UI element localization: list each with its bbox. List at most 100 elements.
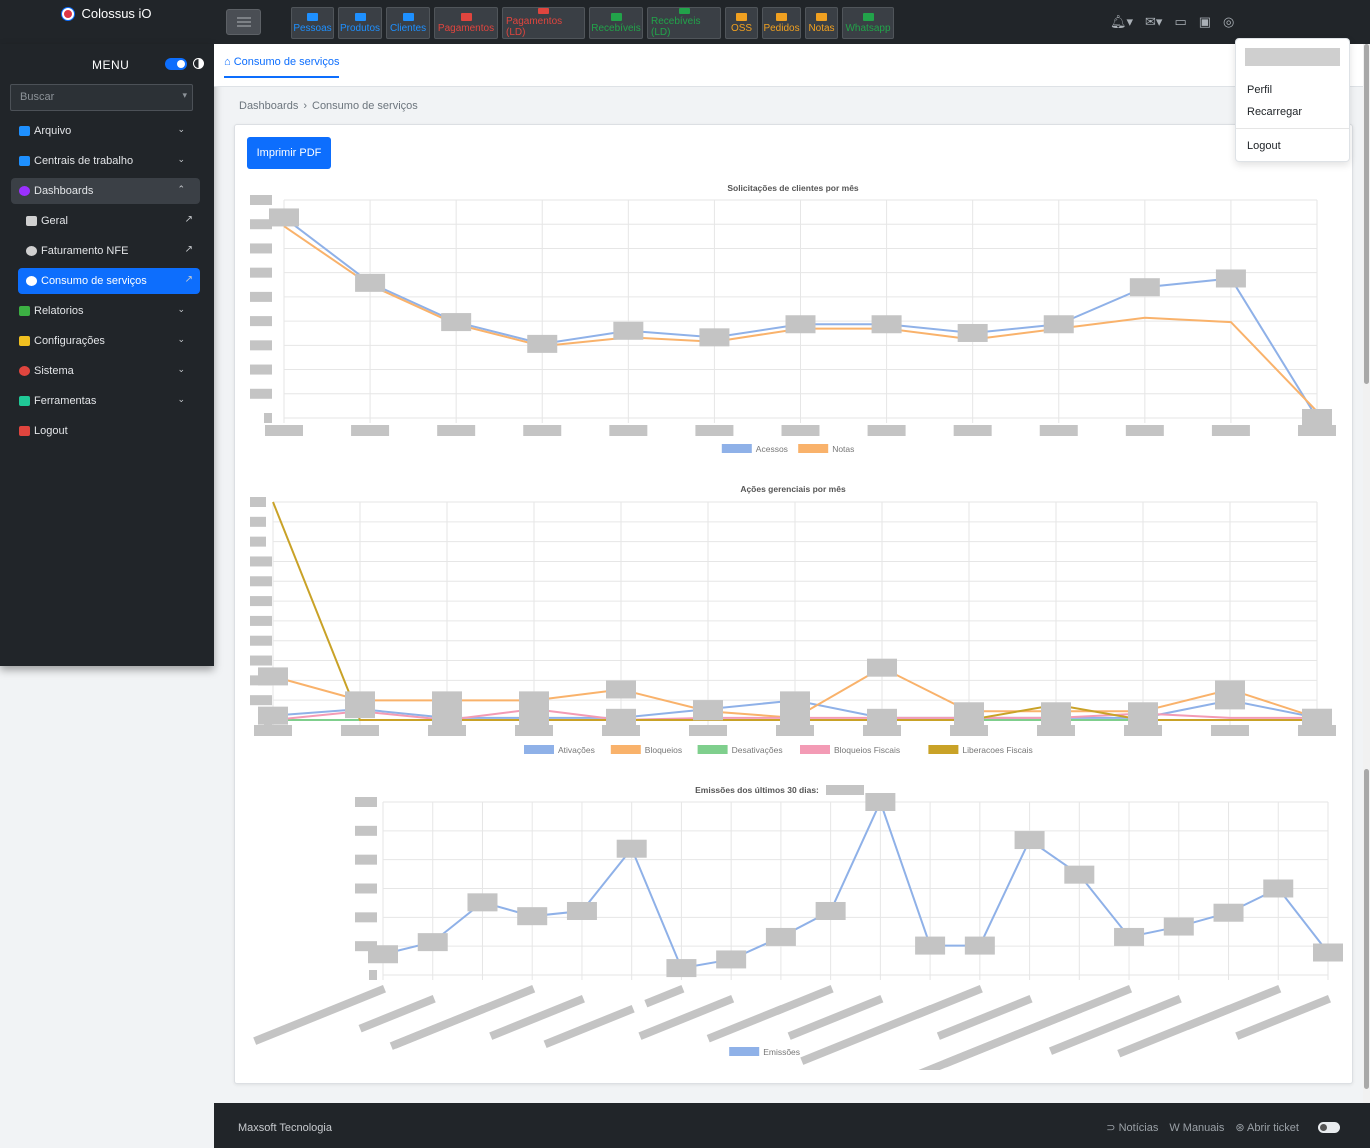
legend-label[interactable]: Emissões: [763, 1047, 800, 1057]
shortcut-pagamentos-ld[interactable]: Pagamentos (LD): [502, 7, 585, 39]
legend-swatch[interactable]: [798, 444, 829, 453]
shortcut-icon: [538, 8, 549, 14]
x-tick-label-redacted: [706, 1004, 784, 1043]
legend-swatch[interactable]: [721, 444, 752, 453]
shortcut-icon: [736, 12, 747, 21]
shortcut-icon: [354, 12, 366, 21]
legend-swatch[interactable]: [524, 745, 554, 754]
sidebar-item-relatorios[interactable]: Relatorios ⌄: [11, 298, 200, 324]
building-icon: [19, 156, 30, 166]
data-label-redacted: [716, 950, 747, 969]
tab-consumo-de-servicos[interactable]: ⌂ Consumo de serviços: [224, 56, 340, 78]
reload-menu-item[interactable]: Recarregar: [1247, 106, 1303, 118]
shortcut-receb-veis-ld[interactable]: Recebíveis (LD): [647, 7, 721, 39]
sidebar-item-ferramentas[interactable]: Ferramentas ⌄: [11, 388, 200, 414]
tab-label: Consumo de serviços: [233, 56, 340, 68]
theme-contrast-icon[interactable]: [193, 58, 204, 69]
brand[interactable]: Colossus iO: [0, 0, 214, 44]
sidebar-item-arquivo[interactable]: Arquivo ⌄: [11, 118, 200, 144]
data-label-redacted: [785, 315, 816, 334]
bell-icon[interactable]: 🔔︎▾: [1110, 14, 1134, 29]
shortcut-whatsapp[interactable]: Whatsapp: [842, 7, 894, 39]
sidebar-item-configuracoes[interactable]: Configurações ⌄: [11, 328, 200, 354]
shortcut-icon: [776, 12, 787, 21]
print-pdf-button[interactable]: Imprimir PDF: [247, 137, 331, 169]
legend-swatch[interactable]: [928, 745, 959, 754]
logout-menu-item[interactable]: Logout: [1247, 140, 1281, 152]
legend-label[interactable]: Bloqueios Fiscais: [834, 745, 900, 755]
x-tick-label-redacted: [602, 725, 640, 736]
data-label-redacted: [1064, 865, 1095, 884]
chevron-down-icon: ⌄: [177, 304, 185, 314]
shortcut-pagamentos[interactable]: Pagamentos: [434, 7, 498, 39]
folder-icon[interactable]: ▭: [1174, 14, 1187, 29]
user-circle-icon[interactable]: ◎: [1223, 14, 1235, 29]
x-tick-label-redacted: [1037, 725, 1075, 736]
sidebar-item-logout[interactable]: Logout: [11, 418, 200, 444]
profile-menu-item[interactable]: Perfil: [1247, 84, 1273, 96]
shortcut-oss[interactable]: OSS: [725, 7, 758, 39]
y-tick-label-redacted: [369, 970, 377, 980]
shortcut-label: Clientes: [389, 22, 427, 34]
data-label-redacted: [269, 208, 299, 227]
data-label-redacted: [1213, 903, 1244, 922]
sidebar-item-faturamento-nfe[interactable]: Faturamento NFE ↗: [18, 238, 200, 264]
x-tick-label-redacted: [437, 425, 476, 436]
mail-icon[interactable]: ✉▾: [1145, 14, 1163, 29]
x-tick-label-redacted: [867, 425, 906, 436]
id-card-icon[interactable]: ▣: [1198, 14, 1212, 29]
sidebar-item-centrais-de-trabalho[interactable]: Centrais de trabalho ⌄: [11, 148, 200, 174]
shortcut-pessoas[interactable]: Pessoas: [291, 7, 334, 39]
y-tick-label-redacted: [250, 219, 272, 230]
legend-label[interactable]: Desativações: [732, 745, 783, 755]
sidebar-item-label: Logout: [34, 425, 68, 437]
page-scrollbar[interactable]: [1363, 44, 1370, 1103]
shortcut-produtos[interactable]: Produtos: [338, 7, 382, 39]
menu-pin-toggle[interactable]: [165, 58, 187, 70]
sidebar-item-sistema[interactable]: Sistema ⌄: [11, 358, 200, 384]
shortcut-label: OSS: [730, 22, 753, 34]
data-label-redacted: [815, 901, 846, 920]
data-label-redacted: [867, 658, 897, 677]
sidebar-toggle-button[interactable]: [226, 9, 261, 35]
manuals-link[interactable]: W Manuais: [1169, 1122, 1224, 1134]
sidebar-search-input[interactable]: Buscar: [10, 84, 193, 111]
legend-swatch[interactable]: [697, 745, 728, 754]
y-tick-label-redacted: [264, 413, 272, 423]
shortcut-icon: [307, 12, 318, 21]
data-label-redacted: [1114, 927, 1145, 946]
data-label-redacted: [964, 936, 995, 955]
scrollbar-thumb[interactable]: [1364, 769, 1369, 1089]
legend-label[interactable]: Notas: [832, 444, 854, 454]
data-label-redacted: [441, 313, 472, 332]
scrollbar-thumb[interactable]: [1364, 44, 1369, 384]
chart-title: Ações gerenciais por mês: [740, 484, 846, 494]
footer-links: ⊃ Notícias W Manuais ⊛ Abrir ticket: [1106, 1121, 1340, 1134]
news-link[interactable]: ⊃ Notícias: [1106, 1121, 1158, 1134]
data-label-redacted: [519, 691, 549, 710]
sidebar-item-consumo-de-servicos[interactable]: Consumo de serviços ↗: [18, 268, 200, 294]
sidebar-item-dashboards[interactable]: Dashboards ⌃: [11, 178, 200, 204]
legend-label[interactable]: Ativações: [558, 745, 595, 755]
shortcut-pedidos[interactable]: Pedidos: [762, 7, 801, 39]
legend-label[interactable]: Bloqueios: [645, 745, 682, 755]
x-tick-label-redacted: [1048, 995, 1182, 1055]
legend-swatch[interactable]: [729, 1047, 760, 1056]
y-tick-label-redacted: [250, 615, 272, 626]
legend-label[interactable]: Liberacoes Fiscais: [962, 745, 1032, 755]
y-tick-label-redacted: [355, 912, 377, 923]
legend-swatch[interactable]: [800, 745, 830, 754]
shortcut-notas[interactable]: Notas: [805, 7, 838, 39]
legend-swatch[interactable]: [610, 745, 641, 754]
money-icon: [26, 216, 37, 226]
footer-theme-toggle[interactable]: [1318, 1122, 1340, 1133]
data-label-redacted: [1263, 879, 1294, 898]
legend-label[interactable]: Acessos: [756, 444, 788, 454]
breadcrumb-root[interactable]: Dashboards: [239, 100, 299, 112]
ticket-link[interactable]: ⊛ Abrir ticket: [1235, 1121, 1299, 1134]
data-label-redacted: [606, 708, 636, 727]
sidebar-item-geral[interactable]: Geral ↗: [18, 208, 200, 234]
shortcut-clientes[interactable]: Clientes: [386, 7, 430, 39]
shortcut-receb-veis[interactable]: Recebíveis: [589, 7, 643, 39]
breadcrumb: Dashboards › Consumo de serviços: [239, 100, 418, 112]
